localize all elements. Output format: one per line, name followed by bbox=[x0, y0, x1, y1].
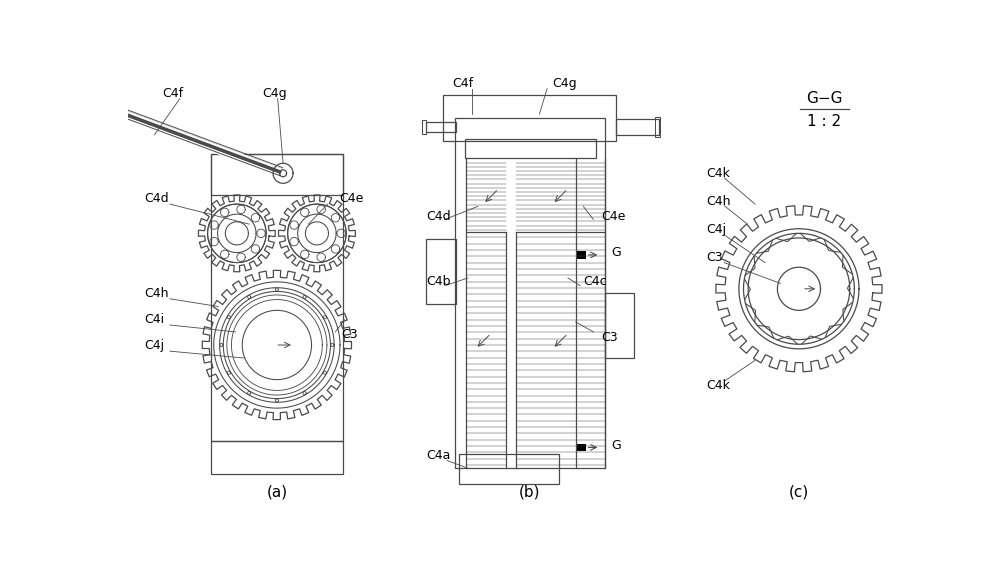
Text: G: G bbox=[611, 246, 621, 259]
Text: C4e: C4e bbox=[601, 210, 625, 223]
Bar bbox=[426, 123, 456, 132]
Bar bbox=[443, 95, 616, 141]
Bar bbox=[655, 117, 660, 137]
Text: C4i: C4i bbox=[144, 313, 165, 326]
Text: C4j: C4j bbox=[707, 223, 727, 236]
Text: G: G bbox=[611, 438, 621, 451]
Bar bbox=[211, 154, 343, 441]
Text: C4d: C4d bbox=[144, 192, 169, 205]
Text: C3: C3 bbox=[342, 328, 358, 341]
Text: C3: C3 bbox=[707, 251, 723, 264]
Bar bbox=[211, 441, 343, 473]
Bar bbox=[616, 119, 659, 135]
Text: 1 : 2: 1 : 2 bbox=[807, 114, 841, 129]
Text: C4k: C4k bbox=[707, 167, 730, 180]
Text: C4d: C4d bbox=[426, 210, 451, 223]
Text: C4h: C4h bbox=[707, 194, 731, 207]
Text: C4f: C4f bbox=[452, 77, 474, 90]
Bar bbox=[211, 154, 343, 195]
Bar bbox=[455, 118, 605, 468]
Text: C4k: C4k bbox=[707, 379, 730, 392]
Text: C4e: C4e bbox=[339, 192, 364, 205]
Text: C4h: C4h bbox=[144, 287, 169, 300]
Text: C3: C3 bbox=[601, 331, 618, 344]
Bar bbox=[465, 140, 596, 158]
Bar bbox=[576, 444, 586, 451]
Text: C4g: C4g bbox=[553, 77, 577, 90]
Text: C4f: C4f bbox=[162, 86, 183, 99]
Bar bbox=[576, 251, 586, 259]
Text: G−G: G−G bbox=[806, 91, 843, 106]
Bar bbox=[426, 239, 456, 304]
Bar bbox=[422, 120, 426, 134]
Bar bbox=[459, 454, 559, 484]
Text: C4c: C4c bbox=[583, 275, 607, 288]
Text: C4g: C4g bbox=[262, 86, 287, 99]
Text: C4j: C4j bbox=[144, 339, 165, 352]
Text: (c): (c) bbox=[789, 485, 809, 499]
Text: (a): (a) bbox=[266, 485, 287, 499]
Bar bbox=[605, 293, 634, 358]
Text: C4b: C4b bbox=[426, 275, 451, 288]
Text: (b): (b) bbox=[519, 485, 540, 499]
Text: C4a: C4a bbox=[426, 449, 451, 462]
